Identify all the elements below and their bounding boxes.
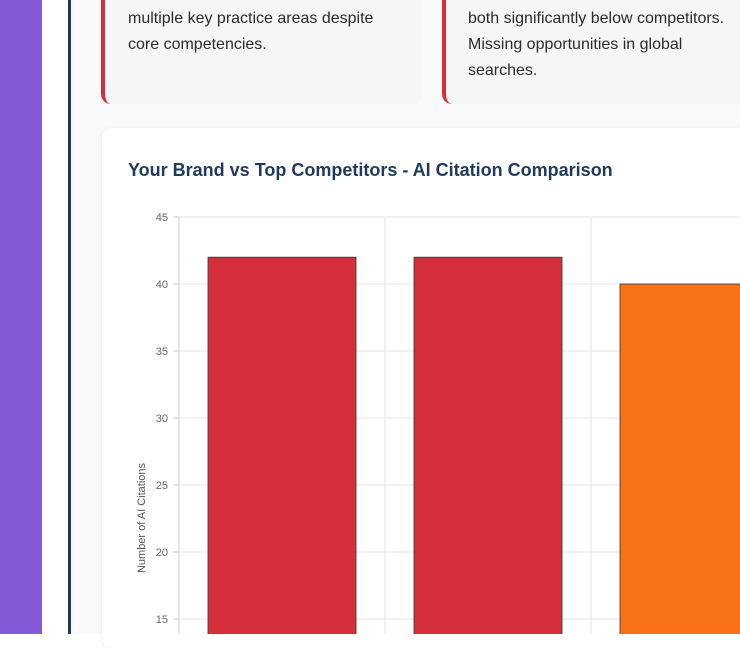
y-tick-label: 45 — [156, 212, 168, 224]
insight-card-2: both significantly below competitors. Mi… — [442, 0, 740, 104]
y-tick-label: 15 — [156, 614, 168, 626]
bar-0 — [207, 256, 357, 634]
y-tick-label: 25 — [156, 480, 168, 492]
sidebar-strip — [0, 0, 42, 634]
y-tick-label: 30 — [156, 413, 168, 425]
citation-chart: 15 20 25 30 35 40 45 Number of AI Citations — [136, 212, 740, 634]
bar-1 — [413, 256, 563, 634]
page-gutter — [42, 0, 68, 634]
insight-card-2-text: both significantly below competitors. Mi… — [468, 10, 725, 79]
y-tick-label: 35 — [156, 346, 168, 358]
chart-title: Your Brand vs Top Competitors - AI Citat… — [128, 160, 613, 180]
y-tick-label: 20 — [156, 547, 168, 559]
insight-card-1: multiple key practice areas despite core… — [101, 0, 422, 104]
insight-card-1-text: multiple key practice areas despite core… — [128, 10, 374, 53]
y-tick-label: 40 — [156, 279, 168, 291]
bar-2 — [619, 283, 740, 634]
y-axis-label: Number of AI Citations — [136, 462, 148, 573]
